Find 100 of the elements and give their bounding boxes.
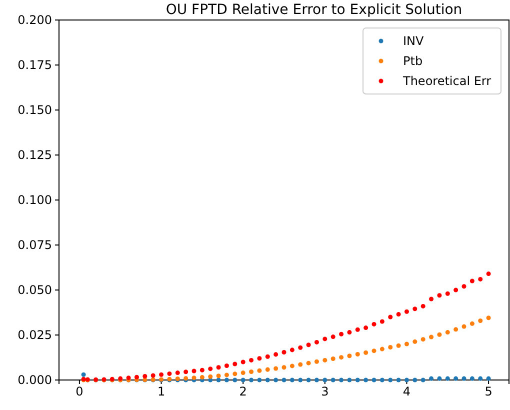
point	[249, 358, 254, 362]
point	[290, 364, 294, 368]
point	[347, 354, 352, 358]
point	[364, 350, 368, 355]
point	[470, 376, 474, 381]
point	[159, 372, 164, 377]
chart-title: OU FPTD Relative Error to Explicit Solution	[166, 2, 462, 18]
point	[142, 374, 148, 378]
point	[486, 316, 491, 320]
point	[184, 370, 188, 374]
point	[396, 343, 401, 348]
x-tick-label: 1	[157, 384, 166, 399]
point	[412, 306, 418, 312]
point	[420, 378, 426, 382]
point	[257, 368, 262, 373]
point	[224, 372, 229, 378]
point	[167, 371, 172, 376]
point	[339, 378, 344, 382]
point	[437, 293, 442, 298]
point	[265, 354, 270, 359]
point	[290, 348, 294, 352]
point	[445, 291, 450, 296]
y-tick-label: 0.050	[18, 282, 52, 297]
point	[388, 378, 393, 382]
point	[437, 376, 442, 381]
point	[470, 278, 474, 284]
point	[364, 326, 368, 330]
point	[257, 356, 262, 361]
point	[274, 366, 278, 371]
point	[339, 332, 344, 336]
point	[372, 378, 376, 382]
point	[306, 342, 311, 348]
point	[224, 378, 229, 382]
point	[445, 330, 450, 335]
point	[282, 350, 286, 355]
point	[470, 321, 474, 326]
point	[380, 378, 384, 382]
point	[339, 355, 344, 360]
point	[454, 288, 458, 292]
point	[478, 318, 483, 324]
point	[478, 276, 483, 282]
point	[232, 378, 238, 382]
point	[330, 378, 336, 382]
x-tick-label: 3	[321, 384, 329, 399]
y-tick-label: 0.100	[18, 192, 52, 207]
point	[478, 376, 483, 381]
point	[232, 362, 238, 366]
point	[216, 365, 221, 370]
legend-label: Theoretical Err	[402, 74, 492, 88]
point	[314, 378, 319, 382]
point	[81, 372, 86, 377]
x-tick-label: 4	[402, 384, 411, 399]
point	[274, 352, 278, 357]
point	[388, 314, 393, 320]
x-tick-label: 5	[484, 384, 492, 399]
point	[372, 322, 376, 326]
point	[274, 378, 278, 382]
point	[486, 272, 491, 276]
point	[232, 372, 238, 376]
point	[290, 378, 294, 382]
y-tick-label: 0.000	[18, 372, 52, 387]
point	[429, 376, 434, 381]
point	[396, 378, 401, 382]
point	[265, 367, 270, 372]
point	[175, 370, 180, 376]
point	[380, 346, 384, 352]
point	[282, 378, 286, 382]
point	[420, 337, 426, 342]
point	[437, 332, 442, 337]
y-tick-label: 0.125	[18, 148, 52, 162]
point	[347, 378, 352, 382]
point	[412, 378, 418, 382]
point	[257, 378, 262, 382]
y-tick-label: 0.175	[18, 58, 52, 72]
point	[396, 312, 401, 317]
x-tick-label: 2	[239, 384, 247, 399]
point	[306, 360, 311, 366]
point	[364, 378, 368, 382]
point	[249, 378, 254, 382]
point	[462, 284, 466, 289]
point	[412, 339, 418, 344]
point	[355, 378, 360, 382]
x-tick-label: 0	[76, 384, 84, 399]
point	[314, 340, 319, 344]
point	[150, 373, 156, 378]
point	[404, 309, 409, 314]
legend-label: INV	[403, 34, 425, 48]
point	[240, 370, 246, 376]
point	[454, 376, 458, 381]
point	[462, 324, 466, 329]
point	[420, 304, 426, 308]
y-tick-label: 0.200	[18, 12, 52, 27]
y-tick-label: 0.075	[18, 238, 52, 252]
point	[298, 362, 303, 367]
point	[355, 352, 360, 357]
point	[322, 336, 328, 342]
point	[298, 345, 303, 350]
legend-label: Ptb	[403, 54, 423, 68]
point	[249, 369, 254, 374]
point	[445, 376, 450, 381]
